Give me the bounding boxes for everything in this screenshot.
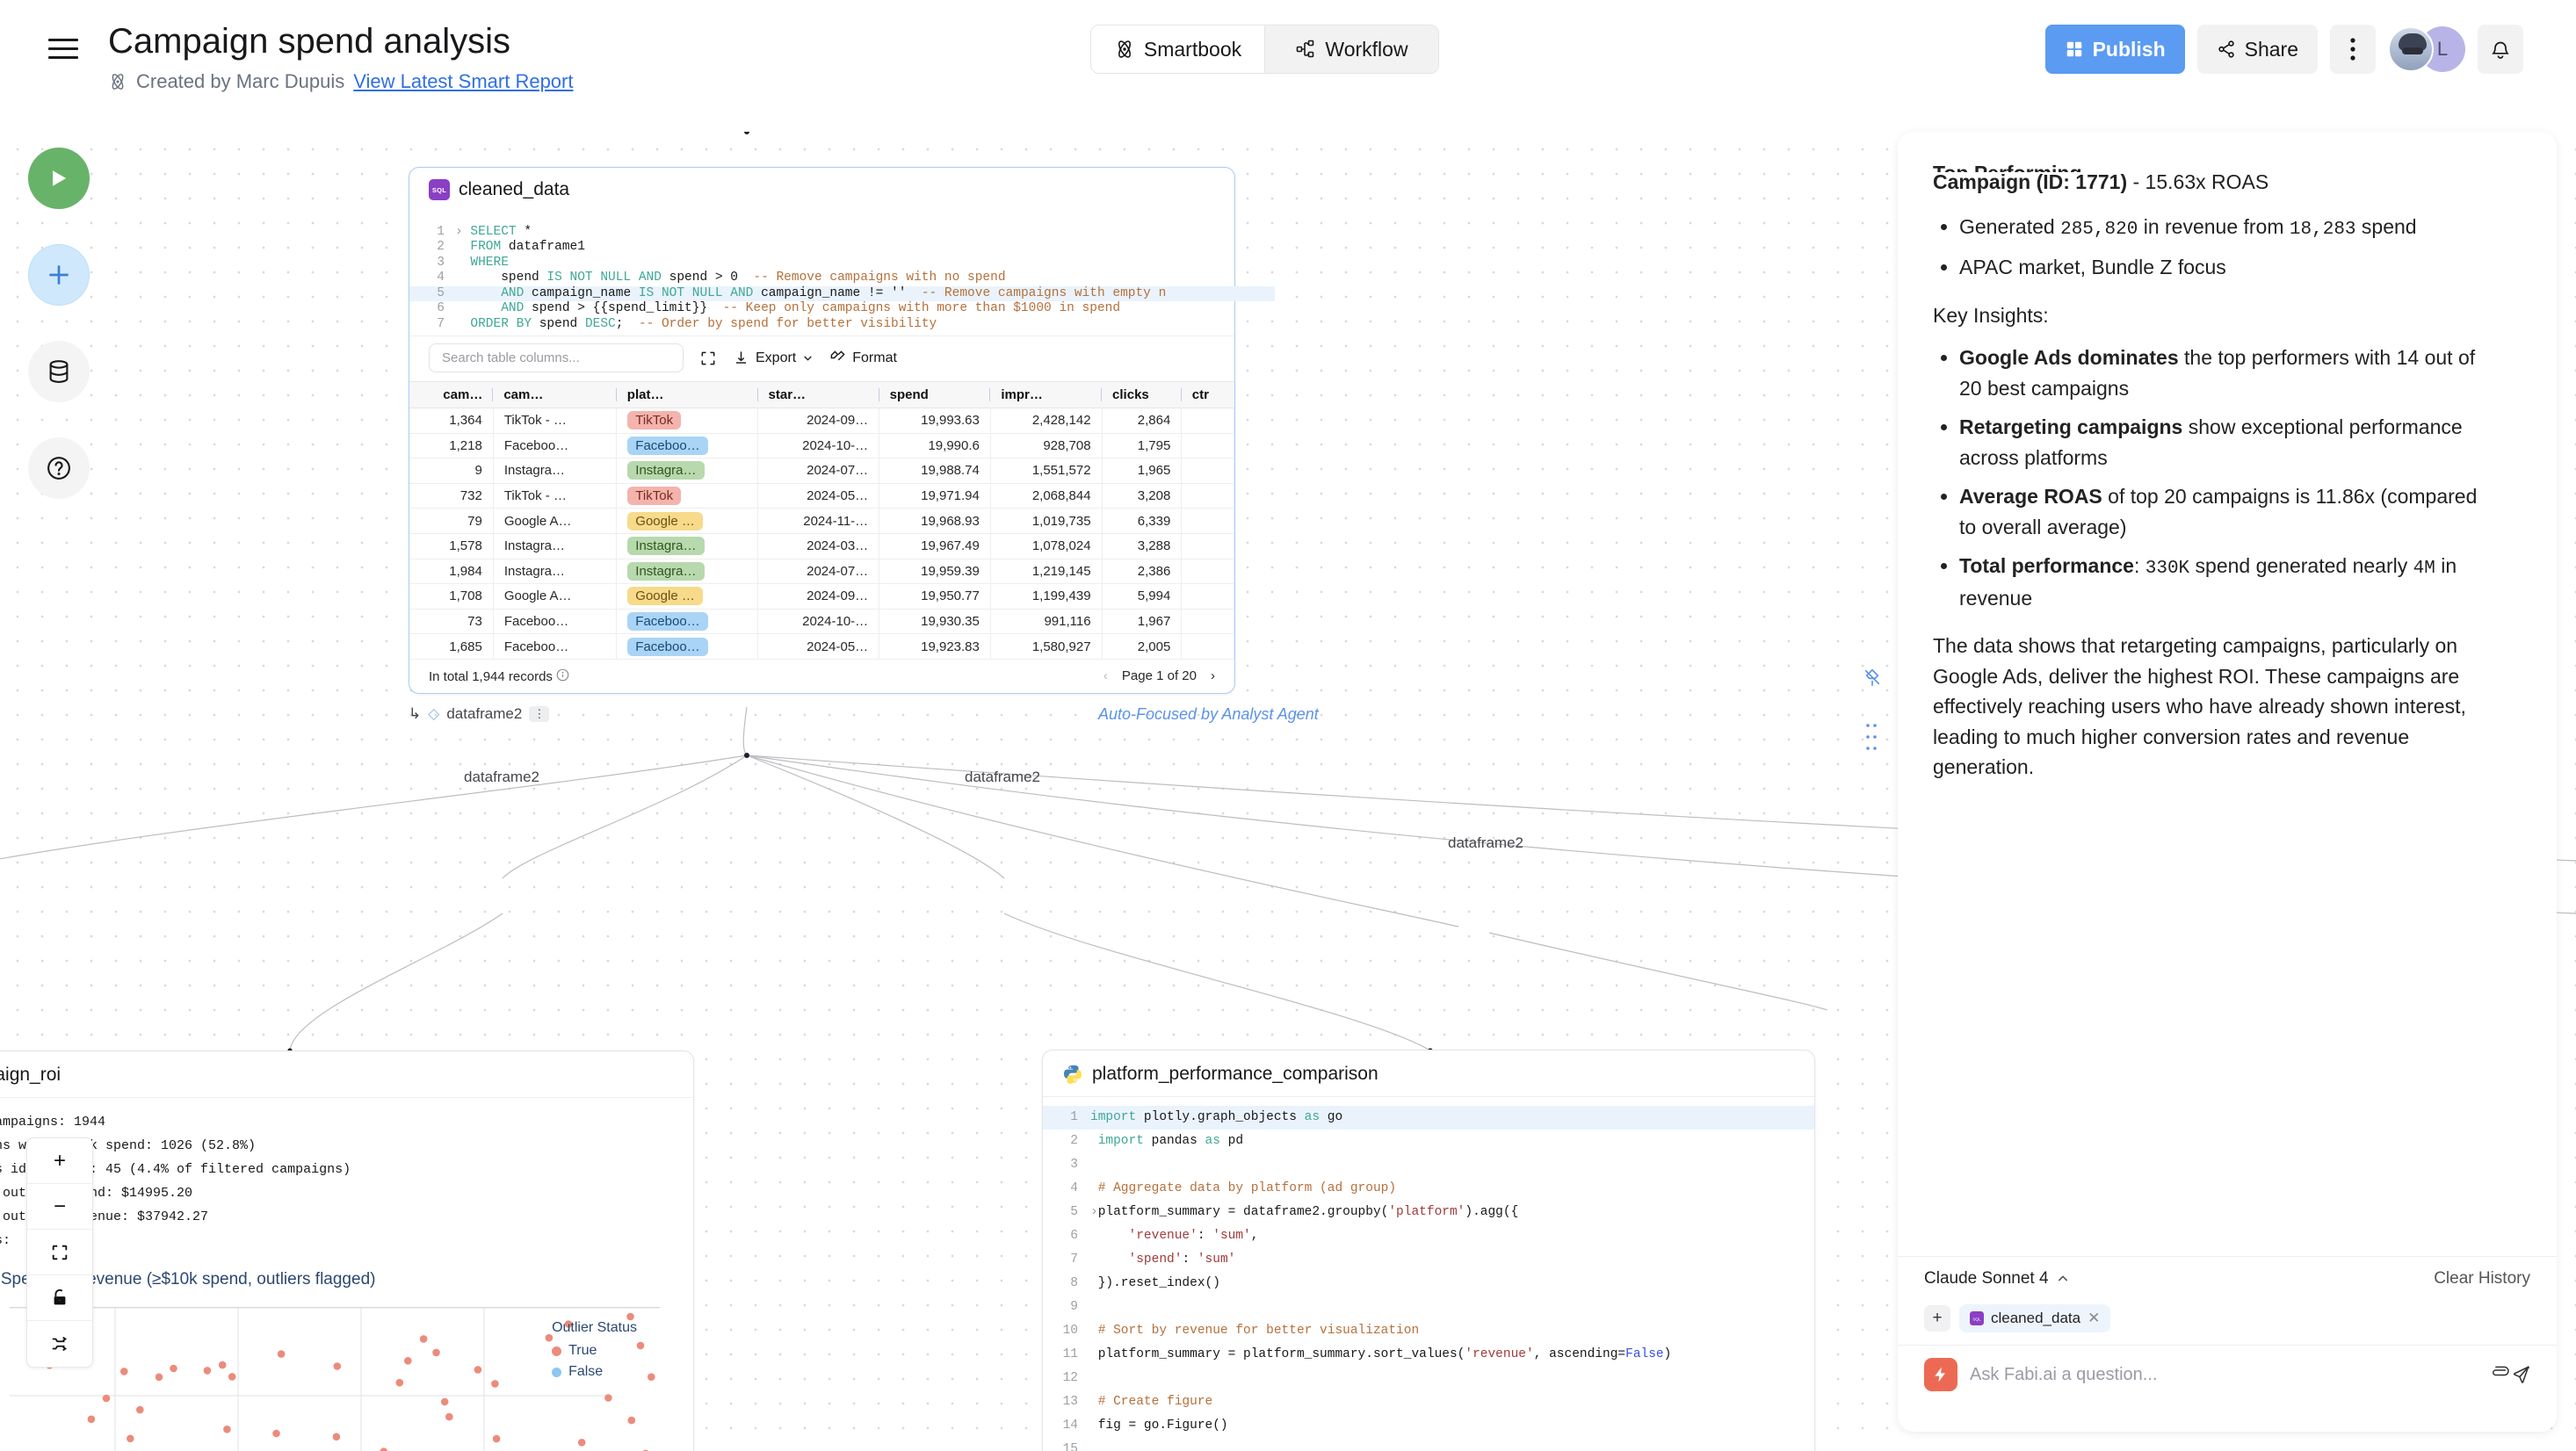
svg-text:SQL: SQL [1972,1317,1981,1322]
